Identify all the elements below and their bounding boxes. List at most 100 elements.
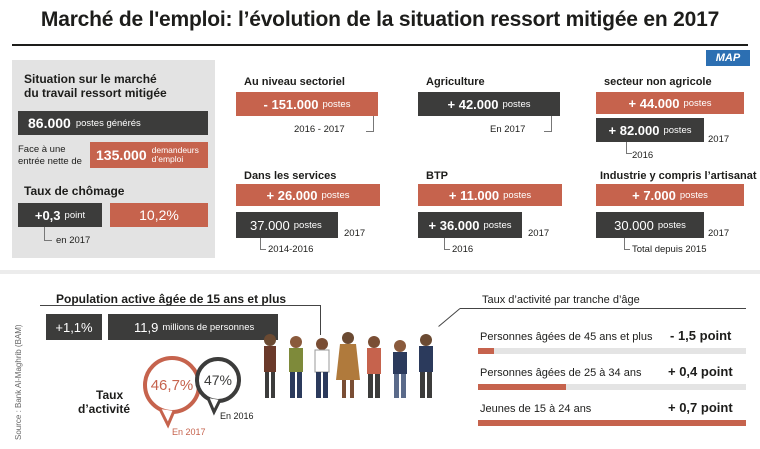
map-logo: MAP: [706, 50, 750, 66]
panel-heading-line1: Situation sur le marché: [24, 72, 157, 86]
section-divider: [0, 270, 760, 274]
unemployment-year: en 2017: [56, 235, 91, 246]
age-row-change: - 1,5 point: [670, 328, 732, 343]
industrie-period-total: Total depuis 2015: [632, 244, 707, 255]
population-total-value: 11,9: [134, 319, 159, 335]
population-total-box: 11,9 millions de personnes: [108, 314, 278, 340]
entry-text-line2: entrée nette de: [18, 156, 82, 167]
activity-label-line2: d’activité: [78, 402, 131, 416]
jobs-generated-value: 86.000: [28, 115, 71, 131]
bracket-line: [624, 238, 630, 250]
panel-heading-line2: du travail ressort mitigée: [24, 86, 167, 100]
bracket-line: [44, 227, 52, 241]
non-agricole-2016-value: + 82.000: [608, 122, 660, 138]
job-seekers-value: 135.000: [96, 147, 147, 163]
jobs-generated-label: postes générés: [75, 117, 141, 129]
population-connector: [320, 305, 321, 335]
services-year-a: 2017: [344, 228, 366, 239]
industrie-2017-box: + 7.000 postes: [596, 184, 744, 206]
age-row-label: Jeunes de 15 à 24 ans: [480, 403, 592, 415]
industrie-2017-unit: postes: [679, 189, 708, 201]
unemployment-change-unit: point: [64, 209, 86, 221]
services-prev-unit: postes: [293, 219, 322, 231]
agriculture-unit: postes: [502, 98, 531, 110]
age-groups-heading: Taux d’activité par tranche d’âge: [482, 294, 640, 306]
non-agricole-year-b: 2016: [632, 150, 654, 161]
btp-2016-unit: postes: [483, 219, 512, 231]
services-prev-value: 37.000: [250, 217, 290, 233]
age-row-label: Personnes âgées de 25 à 34 ans: [480, 367, 642, 379]
sectoral-unit: postes: [322, 98, 351, 110]
age-row-bar-track: [478, 384, 746, 390]
age-row-change: + 0,7 point: [668, 400, 733, 415]
rate-2017-label: En 2017: [172, 427, 206, 437]
job-seekers-label-line2: d’emploi: [151, 154, 184, 164]
services-2017-unit: postes: [321, 189, 350, 201]
industrie-2017-value: + 7.000: [632, 187, 676, 203]
age-groups-connector: [438, 308, 461, 327]
bracket-line: [444, 238, 450, 250]
bracket-line: [544, 116, 552, 132]
btp-year-a: 2017: [528, 228, 550, 239]
sector-label-sectoral: Au niveau sectoriel: [244, 76, 345, 88]
bracket-line: [366, 116, 374, 132]
age-row-bar-fill: [478, 384, 566, 390]
source-note: Source : Bank Al-Maghrib (BAM): [14, 324, 23, 440]
btp-2017-box: + 11.000 postes: [418, 184, 562, 206]
btp-year-b: 2016: [452, 244, 474, 255]
unemployment-rate-value: 10,2%: [139, 207, 179, 223]
non-agricole-2017-unit: postes: [683, 97, 712, 109]
rate-2016-value: 47%: [203, 372, 233, 388]
btp-2016-value: + 36.000: [428, 217, 480, 233]
unemployment-change-value: +0,3: [34, 207, 61, 223]
services-prev-box: 37.000 postes: [236, 212, 338, 238]
age-row-bar-track: [478, 348, 746, 354]
agriculture-box: + 42.000 postes: [418, 92, 560, 116]
industrie-total-value: 30.000: [614, 217, 654, 233]
services-2017-box: + 26.000 postes: [236, 184, 380, 206]
unemployment-rate-box: 10,2%: [110, 203, 208, 227]
job-seekers-box: 135.000 demandeurs d’emploi: [90, 142, 208, 168]
page-title: Marché de l'emploi: l’évolution de la si…: [40, 8, 720, 31]
unemployment-heading: Taux de chômage: [24, 184, 125, 198]
age-row-label: Personnes âgées de 45 ans et plus: [480, 331, 653, 343]
population-change-value: +1,1%: [55, 319, 93, 335]
title-divider: [12, 44, 748, 46]
services-2017-value: + 26.000: [266, 187, 318, 203]
sector-label-btp: BTP: [426, 170, 448, 182]
bracket-line: [260, 238, 266, 250]
activity-label-line1: Taux: [96, 388, 124, 402]
non-agricole-2017-box: + 44.000 postes: [596, 92, 744, 114]
rate-2016-label: En 2016: [220, 411, 254, 421]
services-period-prev: 2014-2016: [268, 244, 314, 255]
btp-2016-box: + 36.000 postes: [418, 212, 522, 238]
age-row-change: + 0,4 point: [668, 364, 733, 379]
non-agricole-2016-box: + 82.000 postes: [596, 118, 704, 142]
population-heading: Population active âgée de 15 ans et plus: [56, 292, 287, 306]
sectoral-value: - 151.000: [263, 96, 319, 112]
sectoral-box: - 151.000 postes: [236, 92, 378, 116]
sector-label-industrie: Industrie y compris l’artisanat: [600, 170, 757, 182]
sectoral-period: 2016 - 2017: [294, 124, 345, 135]
population-change-box: +1,1%: [46, 314, 102, 340]
rate-2016-bubble-icon: [195, 357, 241, 416]
rate-2017-value: 46,7%: [150, 376, 194, 394]
industrie-year-a: 2017: [708, 228, 730, 239]
non-agricole-2017-value: + 44.000: [628, 95, 680, 111]
industrie-total-unit: postes: [657, 219, 686, 231]
btp-2017-value: + 11.000: [448, 187, 500, 203]
industrie-total-box: 30.000 postes: [596, 212, 704, 238]
non-agricole-2016-unit: postes: [663, 124, 692, 136]
agriculture-value: + 42.000: [447, 96, 499, 112]
agriculture-period: En 2017: [490, 124, 526, 135]
sector-label-non-agricole: secteur non agricole: [604, 76, 712, 88]
entry-text-line1: Face à une: [18, 144, 66, 155]
bracket-line: [626, 142, 632, 154]
age-groups-rule: [460, 308, 746, 309]
population-rule: [40, 305, 320, 306]
people-illustration-icon: [264, 332, 433, 398]
non-agricole-year-a: 2017: [708, 134, 730, 145]
jobs-generated-box: 86.000 postes générés: [18, 111, 208, 135]
sector-label-agriculture: Agriculture: [426, 76, 485, 88]
sector-label-services: Dans les services: [244, 170, 337, 182]
